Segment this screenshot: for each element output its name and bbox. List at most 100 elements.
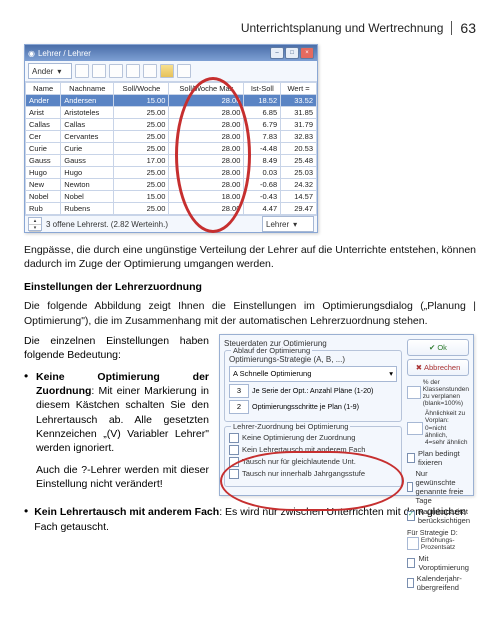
table-header: Wert = xyxy=(281,83,317,95)
table-cell: Callas xyxy=(26,119,61,131)
checkbox[interactable]: Tausch nur innerhalb Jahrgangsstufe xyxy=(229,469,397,479)
table-cell: -4.48 xyxy=(244,143,281,155)
tiny-input[interactable] xyxy=(407,537,419,550)
tb-icon[interactable] xyxy=(109,64,123,78)
table-cell: Andersen xyxy=(61,95,114,107)
table-cell: 20.53 xyxy=(281,143,317,155)
table-cell: 31.85 xyxy=(281,107,317,119)
table-cell: New xyxy=(26,179,61,191)
table-cell: 0.03 xyxy=(244,167,281,179)
abort-button[interactable]: ✖ Abbrechen xyxy=(407,359,469,376)
teacher-dropdown[interactable]: Ander ▾ xyxy=(28,63,72,79)
table-header: Soll/Woche Max xyxy=(169,83,244,95)
checkbox[interactable]: Raumkapazität berücksichtigen xyxy=(407,507,469,525)
table-cell: 25.03 xyxy=(281,167,317,179)
table-cell: 25.00 xyxy=(114,107,169,119)
table-cell: Callas xyxy=(61,119,114,131)
table-cell: 28.00 xyxy=(169,131,244,143)
ok-button[interactable]: ✔ Ok xyxy=(407,339,469,356)
table-row[interactable]: CallasCallas25.0028.006.7931.79 xyxy=(26,119,317,131)
table-row[interactable]: NewNewton25.0028.00-0.6824.32 xyxy=(26,179,317,191)
tb-icon[interactable] xyxy=(126,64,140,78)
table-cell: Rub xyxy=(26,203,61,215)
bullet-dot: • xyxy=(24,505,28,533)
status-text: 3 offene Lehrerst. (2.82 Werteinh.) xyxy=(46,220,168,229)
max-icon[interactable]: □ xyxy=(285,47,299,59)
table-cell: 4.47 xyxy=(244,203,281,215)
bullet-item: • Keine Optimierung der Zuordnung: Mit e… xyxy=(24,370,209,491)
table-header: Nachname xyxy=(61,83,114,95)
checkbox[interactable]: Mit Voroptimierung xyxy=(407,554,469,572)
table-cell: Cervantes xyxy=(61,131,114,143)
tiny-input[interactable] xyxy=(407,422,423,435)
table-cell: Rubens xyxy=(61,203,114,215)
table-cell: 15.00 xyxy=(114,191,169,203)
table-cell: 33.52 xyxy=(281,95,317,107)
table-row[interactable]: NobelNobel15.0018.00-0.4314.57 xyxy=(26,191,317,203)
right-options: % der Klassenstunden zu verplanen (blank… xyxy=(407,379,469,594)
table-header: Name xyxy=(26,83,61,95)
spinner[interactable]: ▴▾ xyxy=(28,217,42,231)
table-cell: -0.43 xyxy=(244,191,281,203)
window-title: Lehrer / Lehrer xyxy=(38,49,91,58)
table-cell: Cer xyxy=(26,131,61,143)
table-cell: 25.00 xyxy=(114,119,169,131)
teacher-table: NameNachnameSoll/WocheSoll/Woche MaxIst-… xyxy=(25,82,317,215)
left-column: Die einzelnen Einstellungen haben folgen… xyxy=(24,334,209,498)
table-row[interactable]: GaussGauss17.0028.008.4925.48 xyxy=(26,155,317,167)
table-row[interactable]: CurieCurie25.0028.00-4.4820.53 xyxy=(26,143,317,155)
checkbox[interactable]: Nur gewünschte genannte freie Tage xyxy=(407,469,469,505)
strategy-combo[interactable]: A Schnelle Optimierung▾ xyxy=(229,366,397,382)
table-cell: 28.00 xyxy=(169,155,244,167)
table-row[interactable]: HugoHugo25.0028.000.0325.03 xyxy=(26,167,317,179)
table-cell: 14.57 xyxy=(281,191,317,203)
tb-icon[interactable] xyxy=(177,64,191,78)
table-cell: 28.00 xyxy=(169,143,244,155)
tiny-input[interactable] xyxy=(407,386,421,399)
table-cell: 25.00 xyxy=(114,203,169,215)
table-cell: 29.47 xyxy=(281,203,317,215)
num-input[interactable]: 2 xyxy=(229,400,249,414)
table-cell: 25.00 xyxy=(114,131,169,143)
table-cell: 28.00 xyxy=(169,203,244,215)
tb-icon[interactable] xyxy=(143,64,157,78)
tb-icon[interactable] xyxy=(75,64,89,78)
table-cell: 25.00 xyxy=(114,143,169,155)
checkbox[interactable]: Tausch nur für gleichlautende Unt. xyxy=(229,457,397,467)
group-legend: Lehrer-Zuordnung bei Optimierung xyxy=(231,422,350,431)
min-icon[interactable]: – xyxy=(270,47,284,59)
header-sep xyxy=(451,21,452,35)
table-header: Soll/Woche xyxy=(114,83,169,95)
table-cell: 28.00 xyxy=(169,179,244,191)
table-cell: 24.32 xyxy=(281,179,317,191)
table-cell: Nobel xyxy=(26,191,61,203)
table-cell: 6.79 xyxy=(244,119,281,131)
table-row[interactable]: AristAristoteles25.0028.006.8531.85 xyxy=(26,107,317,119)
table-row[interactable]: AnderAndersen15.0028.0018.5233.52 xyxy=(26,95,317,107)
filter-icon[interactable] xyxy=(160,64,174,78)
table-cell: 25.48 xyxy=(281,155,317,167)
group-legend: Ablauf der Optimierung xyxy=(231,346,312,355)
table-row[interactable]: CerCervantes25.0028.007.8332.83 xyxy=(26,131,317,143)
table-cell: 15.00 xyxy=(114,95,169,107)
checkbox[interactable]: Keine Optimierung der Zuordnung xyxy=(229,433,397,443)
table-cell: 25.00 xyxy=(114,179,169,191)
paragraph: Engpässe, die durch eine ungünstige Vert… xyxy=(24,243,476,271)
table-cell: Gauss xyxy=(26,155,61,167)
table-cell: Nobel xyxy=(61,191,114,203)
table-cell: Newton xyxy=(61,179,114,191)
checkbox[interactable]: Kein Lehrertausch mit anderem Fach xyxy=(229,445,397,455)
tb-icon[interactable] xyxy=(92,64,106,78)
status-dropdown[interactable]: Lehrer▾ xyxy=(262,216,314,232)
num-input[interactable]: 3 xyxy=(229,384,249,398)
checkbox[interactable]: Kalenderjahr-übergreifend xyxy=(407,574,469,592)
table-cell: 8.49 xyxy=(244,155,281,167)
table-row[interactable]: RubRubens25.0028.004.4729.47 xyxy=(26,203,317,215)
table-cell: Hugo xyxy=(61,167,114,179)
table-cell: Arist xyxy=(26,107,61,119)
subheading: Einstellungen der Lehrerzuordnung xyxy=(24,281,476,293)
checkbox[interactable]: Plan bedingt fixieren xyxy=(407,449,469,467)
table-cell: 28.00 xyxy=(169,119,244,131)
group-lehrer: Lehrer-Zuordnung bei Optimierung Keine O… xyxy=(224,426,402,487)
close-icon[interactable]: × xyxy=(300,47,314,59)
